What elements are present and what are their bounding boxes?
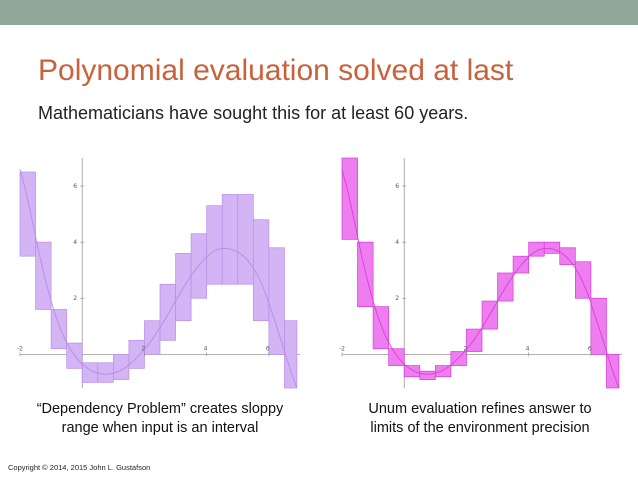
interval-bar (574, 261, 592, 299)
interval-bar (252, 219, 270, 322)
copyright-notice: Copyright © 2014, 2015 John L. Gustafson (8, 463, 151, 472)
right-caption-line-2: limits of the environment precision (370, 420, 590, 436)
y-tick-label: 4 (73, 239, 77, 246)
function-curve (19, 169, 298, 389)
y-tick-label: 6 (395, 183, 399, 190)
x-tick-label: -2 (17, 345, 23, 352)
interval-bar (372, 306, 390, 350)
interval-bar (19, 171, 36, 257)
right-caption-line-1: Unum evaluation refines answer to (368, 401, 592, 417)
y-tick-label: 2 (73, 295, 77, 302)
top-accent-bar (0, 0, 638, 25)
interval-bar (559, 247, 576, 265)
y-tick-label: 4 (395, 239, 399, 246)
right-caption: Unum evaluation refines answer to limits… (330, 400, 630, 438)
interval-bar (419, 370, 436, 380)
interval-bar (268, 247, 285, 355)
x-tick-label: -2 (339, 345, 345, 352)
left-caption-line-1: “Dependency Problem” creates sloppy (36, 401, 284, 417)
interval-chart: -2 2 4 6 2 4 6 (17, 158, 300, 389)
y-tick-label: 6 (73, 183, 77, 190)
slide-title: Polynomial evaluation solved at last (38, 54, 514, 87)
interval-bar (97, 362, 114, 383)
interval-bar (159, 283, 176, 341)
interval-bar (357, 241, 374, 308)
interval-bar (466, 328, 483, 352)
interval-bar (237, 194, 254, 285)
x-tick-label: 2 (463, 345, 467, 352)
interval-bar (543, 241, 561, 254)
x-tick-label: 4 (526, 345, 530, 352)
interval-bar (388, 348, 405, 366)
slide-subtitle: Mathematicians have sought this for at l… (38, 103, 469, 123)
unum-chart: -2 2 4 6 2 4 6 (339, 157, 622, 389)
interval-bar (403, 365, 421, 378)
x-tick-label: 4 (204, 345, 208, 352)
interval-bar (206, 205, 223, 285)
x-tick-label: 2 (141, 345, 145, 352)
x-tick-label: 6 (266, 345, 270, 352)
function-curve (341, 169, 620, 389)
left-caption-line-2: range when input is an interval (61, 420, 259, 436)
interval-bar (144, 320, 161, 355)
interval-bar (284, 320, 298, 389)
left-caption: “Dependency Problem” creates sloppy rang… (10, 400, 310, 438)
interval-bar (35, 241, 52, 310)
interval-bar (50, 309, 68, 350)
x-tick-label: 6 (588, 345, 592, 352)
y-tick-label: 2 (395, 295, 399, 302)
interval-bar (434, 365, 452, 378)
interval-bar (221, 194, 239, 285)
